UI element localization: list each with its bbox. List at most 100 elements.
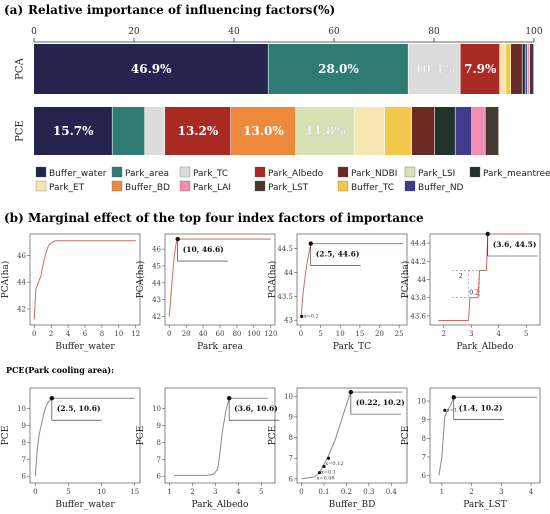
x-tick-label: 80 [232, 330, 241, 338]
line-chart-pcaha-park_tc: 0 5 10 15 20 25 43 43.5 44 44.5 Park_TC PCA(ha) (2.5… [267, 233, 408, 352]
x-tick-label: 100 [525, 27, 542, 37]
data-label: 15.7% [53, 124, 94, 138]
bar-segment-park_tc [145, 107, 165, 155]
legend-label-buffer_water: Buffer_water [49, 169, 107, 179]
inflection-marker [443, 408, 447, 412]
data-label: 7.9% [464, 62, 497, 76]
inflection-label: x=0.1 [321, 469, 336, 475]
inflection-label: x=0.12 [325, 461, 343, 467]
legend-label-park_area: Park_area [125, 169, 169, 179]
plot-frame [296, 233, 408, 326]
plot-frame [296, 387, 408, 484]
legend-label-buffer_bd: Buffer_BD [125, 183, 170, 193]
y-tick-label: 6 [22, 473, 27, 481]
bar-segment-park_albedo [460, 44, 500, 94]
line-chart-pce-buffer_water: 0 5 10 15 6 7 8 9 10 Buffer_water PCE (2.5, 10.6) [1, 387, 141, 510]
data-label: 46.9% [131, 62, 172, 76]
legend-swatch-park_lsi [404, 166, 416, 178]
x-tick-label: 4 [236, 488, 241, 496]
x-tick-label: 0 [299, 330, 303, 338]
x-axis-label: Park_area [197, 342, 243, 352]
bar-segment-buffer_nd [525, 44, 527, 94]
stacked-bar-chart: 0 20 40 60 80 100 PCA 46.9% 28.0% 10.4% 7.9% PCE 15.… [15, 27, 543, 155]
point-annotation: (10, 46.6) [183, 245, 224, 254]
x-tick-label: 0 [167, 330, 171, 338]
y-tick-label: 43.5 [277, 293, 293, 301]
y-tick-label: 10 [284, 393, 293, 401]
x-tick-label: 120 [264, 330, 277, 338]
y-tick-label: 42 [17, 305, 26, 313]
y-tick-label: 43.8 [410, 294, 426, 302]
y-tick-label: 9 [289, 413, 293, 421]
y-tick-label: 45 [152, 263, 161, 271]
data-label: 10.4% [414, 62, 455, 76]
bar-segment-park_albedo [165, 107, 231, 155]
y-axis-label: PCE [268, 426, 278, 446]
legend-label-park_lsi: Park_LSI [418, 169, 455, 179]
bar-segment-park_area [112, 107, 145, 155]
inflection-marker [300, 314, 304, 318]
legend-swatch-park_ndbi [337, 166, 349, 178]
x-tick-label: 0.2 [341, 488, 352, 496]
pce-subtitle: PCE(Park cooling area): [6, 365, 114, 375]
max-point-marker [49, 395, 55, 401]
y-tick-label: 44 [17, 279, 26, 287]
y-tick-label: 44.2 [410, 258, 426, 266]
x-axis-label: Buffer_BD [329, 500, 376, 510]
y-axis-label: PCA(ha) [135, 261, 146, 299]
x-tick-label: 2 [49, 330, 53, 338]
annotation-leader [228, 398, 280, 421]
bar-segment-park_lst [485, 107, 499, 155]
x-tick-label: 2 [190, 488, 194, 496]
y-tick-label: 10 [17, 405, 26, 413]
y-tick-label: 10 [152, 405, 161, 413]
y-tick-label: 7 [22, 456, 26, 464]
legend-swatch-buffer_nd [404, 180, 416, 192]
bar-segment-buffer_water [34, 107, 112, 155]
x-tick-label: 20 [182, 330, 191, 338]
x-tick-label: 0 [32, 330, 36, 338]
x-tick-label: 0.3 [363, 488, 374, 496]
x-tick-label: 4 [529, 488, 534, 496]
x-axis-label: Buffer_water [55, 500, 115, 510]
data-label: 11.8% [305, 124, 346, 138]
plot-frame [29, 233, 141, 326]
line-chart-pce-buffer_bd: 0 0.1 0.2 0.3 0.4 6 7 8 9 10 Buffer_BD PCE (0.22, 10… [268, 387, 408, 510]
annotation-leader [487, 234, 538, 257]
x-tick-label: 3 [499, 488, 503, 496]
y-tick-label: 44.5 [277, 245, 293, 253]
bar-segment-park_ndbi [412, 107, 435, 155]
legend-swatch-park_lst [254, 180, 266, 192]
legend-label-buffer_tc: Buffer_TC [351, 183, 394, 193]
x-tick-label: 10 [97, 488, 106, 496]
legend-label-buffer_nd: Buffer_ND [418, 183, 464, 193]
y-tick-label: 8 [22, 439, 26, 447]
bar-segment-park_et [355, 107, 385, 155]
y-tick-label: 8 [422, 435, 426, 443]
x-tick-label: 5 [259, 488, 263, 496]
x-axis-label: Buffer_water [55, 342, 115, 352]
x-tick-label: 6 [83, 330, 88, 338]
legend-label-park_lai: Park_LAI [193, 183, 231, 193]
x-tick-label: 2 [469, 488, 473, 496]
x-tick-label: 8 [100, 330, 104, 338]
x-tick-label: 40 [228, 27, 240, 37]
y-axis-label: PCE [401, 426, 411, 446]
y-tick-label: 46 [152, 246, 161, 254]
bar-segment-park_lsi [296, 107, 355, 155]
y-tick-label: 44 [284, 269, 293, 277]
legend-label-park_albedo: Park_Albedo [268, 169, 324, 179]
bar-segment-park_tc [408, 44, 460, 94]
y-tick-label: 10 [417, 398, 426, 406]
category-label-pca: PCA [15, 57, 26, 79]
bracket-label: 0.2 [469, 290, 479, 297]
legend-label-park_lst: Park_LST [268, 183, 309, 193]
legend-label-park_tc: Park_TC [193, 169, 228, 179]
legend-swatch-park_lai [179, 180, 191, 192]
series-line [174, 397, 269, 476]
panel-b-title: Marginal effect of the top four index fa… [28, 211, 424, 225]
plot-frame [164, 387, 276, 484]
x-tick-label: 10 [336, 330, 345, 338]
x-tick-label: 80 [428, 27, 440, 37]
